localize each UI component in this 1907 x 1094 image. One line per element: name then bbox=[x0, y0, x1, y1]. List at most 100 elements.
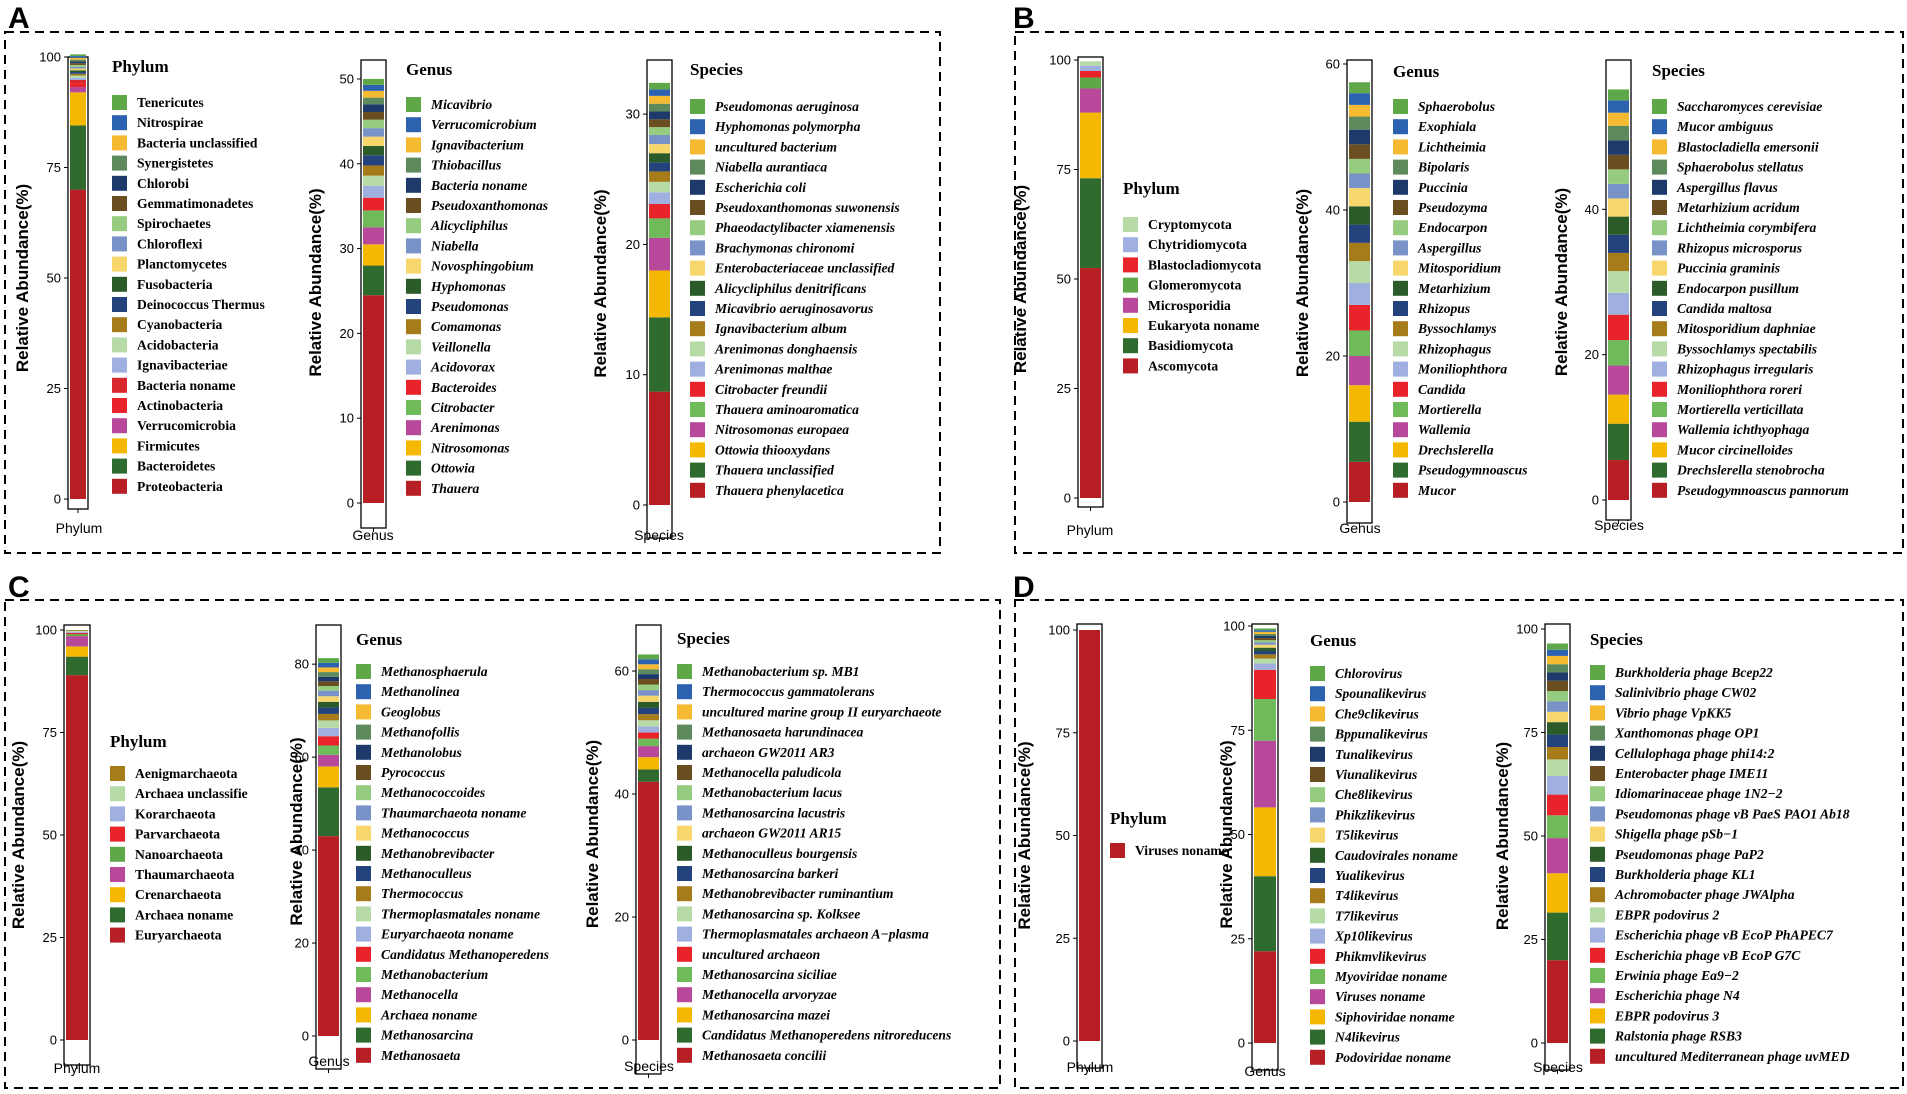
legend-swatch bbox=[1310, 666, 1325, 681]
bar-segment-thermoplasmatales-noname bbox=[318, 720, 339, 728]
chart-phylum: 0 25 50 75 100 Phylum Relative Abundance(%) Phy… bbox=[1015, 623, 1228, 1076]
legend-item: Sphaerobolus stellatus bbox=[1677, 160, 1804, 175]
legend-swatch bbox=[356, 1047, 371, 1063]
bar-segment-phaeodactylibacter-xiamenensis bbox=[649, 127, 670, 135]
legend-item: Fusobacteria bbox=[137, 277, 213, 292]
legend-item: Acidobacteria bbox=[137, 337, 219, 352]
bar-segment-pseudomonas bbox=[363, 155, 384, 166]
x-tick-label: Genus bbox=[1339, 520, 1380, 536]
chart-genus: 0 20 40 60 80 Genus Relative Abundance(%) Genus… bbox=[287, 624, 549, 1073]
legend-swatch bbox=[406, 319, 421, 335]
legend-item: Salinivibrio phage CW02 bbox=[1615, 685, 1756, 700]
legend-swatch bbox=[1393, 200, 1408, 215]
y-tick-label: 40 bbox=[295, 843, 309, 858]
bar-segment-methanolobus bbox=[318, 676, 339, 682]
legend-swatch bbox=[677, 946, 692, 962]
legend-swatch bbox=[690, 179, 705, 195]
legend-item: Methanosarcina barkeri bbox=[701, 866, 839, 881]
bar-segment-erwinia-phage-ea9-2 bbox=[1547, 815, 1568, 839]
bar-segment-escherichia-phage-n4 bbox=[1547, 838, 1568, 874]
bar-segment-phikzlikevirus bbox=[1254, 642, 1276, 645]
bar-segment-che9clikevirus bbox=[1254, 631, 1276, 634]
legend-swatch bbox=[690, 220, 705, 236]
y-tick-label: 50 bbox=[1524, 829, 1538, 844]
bar-segment-fusobacteria bbox=[70, 70, 86, 73]
legend-title: Genus bbox=[1393, 62, 1440, 81]
legend-item: Mortierella bbox=[1417, 402, 1482, 417]
x-tick-label: Species bbox=[634, 527, 684, 543]
bar-segment-micavibrio-aeruginosavorus bbox=[649, 162, 670, 172]
bar-segment-bacteroidetes bbox=[70, 125, 86, 190]
legend-swatch bbox=[110, 846, 125, 862]
y-axis-label: Relative Abundance(%) bbox=[306, 188, 325, 376]
legend-swatch bbox=[1310, 1029, 1325, 1045]
legend-swatch bbox=[1310, 746, 1325, 762]
chart-species: 0 20 40 60 Species Relative Abundance(%) Speci… bbox=[583, 624, 951, 1078]
bar-segment-rhizophagus-irregularis bbox=[1608, 292, 1629, 315]
bar-segment-ottowia bbox=[363, 265, 384, 296]
bar-segment-podoviridae-noname bbox=[1254, 951, 1276, 1043]
legend-item: Archaea noname bbox=[135, 907, 233, 922]
legend-item: EBPR podovirus 3 bbox=[1614, 1008, 1719, 1023]
legend-item: Thauera aminoaromatica bbox=[715, 402, 859, 417]
legend-swatch bbox=[690, 402, 705, 417]
legend-swatch bbox=[1123, 217, 1138, 232]
legend-item: Idiomarinaceae phage 1N2−2 bbox=[1614, 786, 1783, 801]
bar-segment-sphaerobolus-stellatus bbox=[1608, 125, 1629, 141]
legend-swatch bbox=[1393, 139, 1408, 155]
y-tick-label: 0 bbox=[1238, 1036, 1245, 1051]
bar-segment-bacteria-noname bbox=[363, 104, 384, 113]
legend-swatch bbox=[690, 240, 705, 256]
legend-item: Nitrosomonas europaea bbox=[714, 422, 849, 437]
panel-border bbox=[4, 31, 941, 554]
legend-swatch bbox=[1310, 1049, 1325, 1065]
legend-swatch bbox=[406, 117, 421, 133]
legend-item: Mitosporidium bbox=[1417, 261, 1501, 276]
legend-swatch bbox=[112, 337, 127, 353]
legend-item: Ralstonia phage RSB3 bbox=[1614, 1029, 1742, 1044]
legend-item: Mucor ambiguus bbox=[1676, 119, 1773, 134]
legend-item: Tenericutes bbox=[137, 95, 204, 110]
legend-item: Firmicutes bbox=[137, 438, 200, 453]
legend-swatch bbox=[1310, 888, 1325, 904]
legend-swatch bbox=[110, 867, 125, 882]
legend-swatch bbox=[1393, 240, 1408, 256]
legend-swatch bbox=[677, 987, 692, 1003]
y-tick-label: 75 bbox=[1056, 725, 1070, 740]
legend-item: Bacteria noname bbox=[137, 378, 236, 393]
bar-segment-methanocella bbox=[318, 754, 339, 767]
legend-swatch bbox=[690, 280, 705, 296]
legend-swatch bbox=[677, 1047, 692, 1063]
bar-segment-proteobacteria bbox=[70, 189, 86, 499]
bar-segment-methanobrevibacter-ruminantium bbox=[638, 714, 659, 721]
bar-segment-gemmatimonadetes bbox=[70, 63, 86, 65]
legend-item: Burkholderia phage KL1 bbox=[1614, 867, 1756, 882]
legend-title: Species bbox=[690, 60, 743, 79]
bar-segment-drechslerella bbox=[1349, 385, 1370, 422]
bar-segment-methanosarcina bbox=[318, 787, 339, 837]
bar-segment-pseudogymnoascus bbox=[1349, 421, 1370, 462]
legend-item: Exophiala bbox=[1417, 119, 1476, 134]
legend-item: Methanosarcina sp. Kolksee bbox=[701, 906, 860, 921]
legend-item: Methanosaeta concilii bbox=[701, 1048, 826, 1063]
legend-item: Methanosarcina siciliae bbox=[701, 967, 837, 982]
bar-segment-rhizopus-microsporus bbox=[1608, 183, 1629, 199]
legend-item: Deinococcus Thermus bbox=[137, 297, 265, 312]
legend-item: Arenimonas malthae bbox=[714, 362, 832, 377]
legend-item: Methanosaeta bbox=[380, 1048, 461, 1063]
legend-item: Euryarchaeota noname bbox=[380, 927, 514, 942]
y-tick-label: 50 bbox=[340, 71, 354, 86]
x-tick-label: Genus bbox=[1244, 1063, 1285, 1079]
bar-segment-mitosporidium-daphniae bbox=[1608, 252, 1629, 272]
legend-item: Methanocella arvoryzae bbox=[701, 987, 837, 1002]
bar-segment-niabella bbox=[363, 128, 384, 137]
legend-swatch bbox=[112, 357, 127, 373]
y-tick-label: 75 bbox=[47, 160, 61, 175]
bar-segment-caudovirales-noname bbox=[1254, 647, 1276, 652]
bar-segment-planctomycetes bbox=[70, 68, 86, 71]
legend-item: Viunalikevirus bbox=[1335, 767, 1417, 782]
legend-item: Nitrospirae bbox=[137, 115, 203, 130]
bar-segment-verrucomicrobia bbox=[70, 87, 86, 93]
legend-swatch bbox=[112, 276, 127, 292]
legend-swatch bbox=[1652, 220, 1667, 236]
